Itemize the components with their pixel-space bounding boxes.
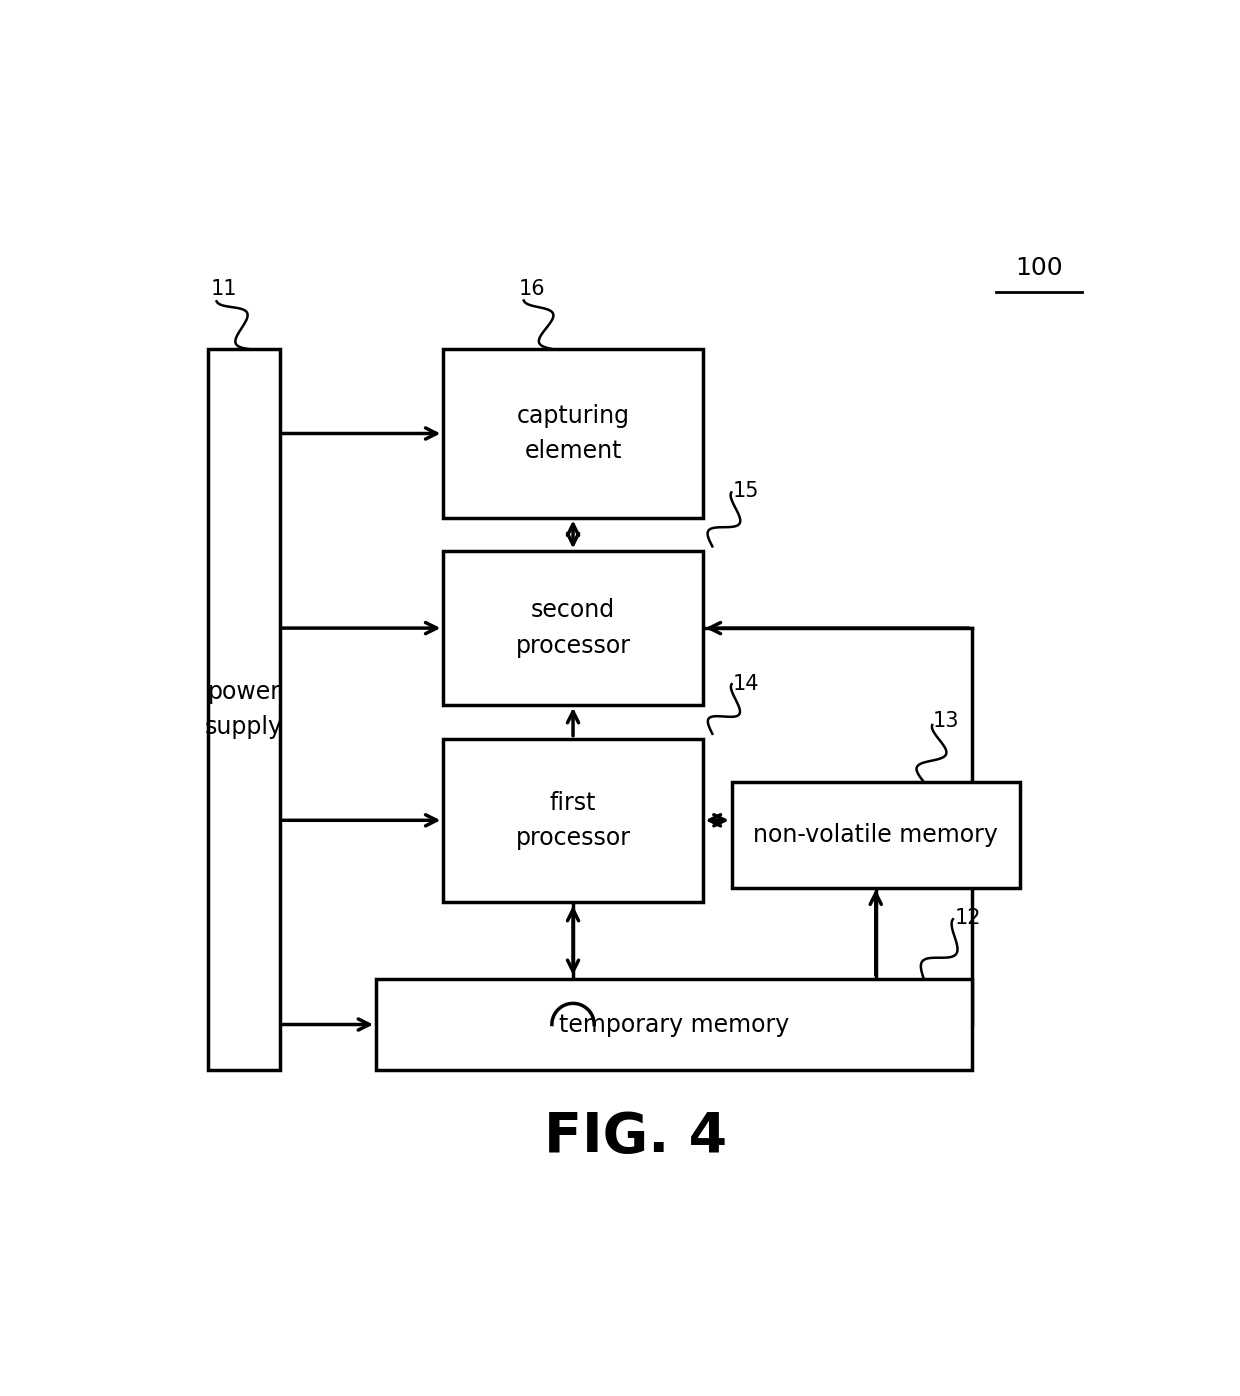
Text: non-volatile memory: non-volatile memory [754, 822, 998, 847]
Bar [208, 349, 280, 1071]
Text: capturing
element: capturing element [517, 403, 630, 463]
Bar [444, 349, 703, 518]
Text: 13: 13 [932, 711, 960, 732]
Text: 11: 11 [211, 279, 237, 299]
Bar [444, 551, 703, 705]
Bar [444, 738, 703, 902]
Text: 16: 16 [518, 279, 546, 299]
Text: second
processor: second processor [516, 599, 630, 658]
Text: 12: 12 [955, 907, 981, 928]
Bar [732, 782, 1019, 888]
Text: power
supply: power supply [205, 680, 283, 740]
Text: 15: 15 [733, 482, 759, 501]
Text: 14: 14 [733, 674, 759, 694]
Text: temporary memory: temporary memory [559, 1012, 789, 1036]
Bar [376, 979, 972, 1071]
Text: first
processor: first processor [516, 790, 630, 850]
Text: FIG. 4: FIG. 4 [544, 1110, 727, 1164]
Text: 100: 100 [1016, 255, 1063, 279]
